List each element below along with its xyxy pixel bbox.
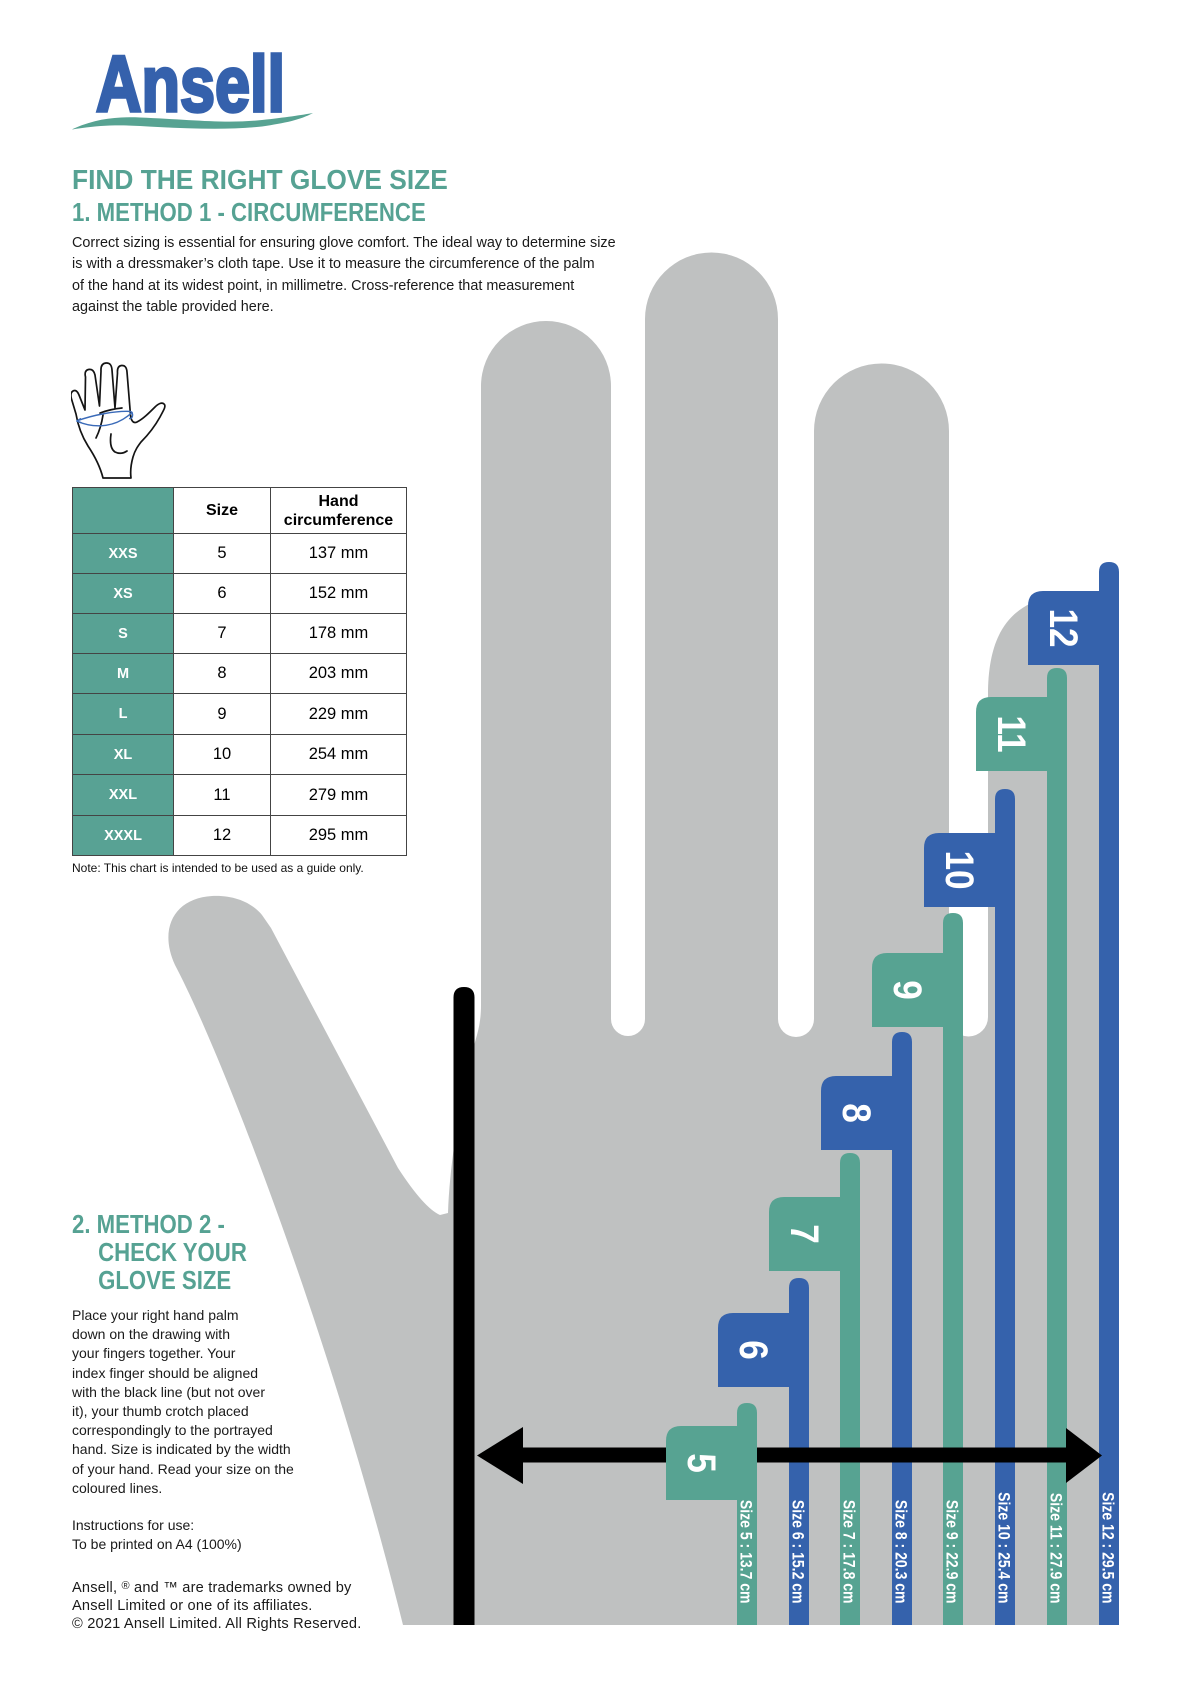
svg-text:Ansell: Ansell: [96, 40, 285, 128]
svg-text:10: 10: [938, 850, 983, 889]
svg-text:9: 9: [886, 980, 931, 1000]
svg-text:Size 9 : 22.9 cm: Size 9 : 22.9 cm: [942, 1500, 960, 1604]
svg-text:7: 7: [783, 1224, 828, 1244]
svg-text:Size 12 : 29.5 cm: Size 12 : 29.5 cm: [1098, 1492, 1116, 1603]
svg-text:Size 10 : 25.4 cm: Size 10 : 25.4 cm: [994, 1492, 1012, 1603]
svg-text:11: 11: [990, 715, 1035, 752]
svg-text:Size 5 : 13.7 cm: Size 5 : 13.7 cm: [736, 1500, 754, 1604]
svg-text:5: 5: [680, 1453, 725, 1473]
svg-text:6: 6: [732, 1340, 777, 1360]
svg-text:Size 6 : 15.2 cm: Size 6 : 15.2 cm: [788, 1500, 806, 1604]
svg-text:Size 7 : 17.8 cm: Size 7 : 17.8 cm: [839, 1500, 857, 1604]
svg-text:8: 8: [835, 1103, 880, 1123]
svg-text:12: 12: [1042, 608, 1087, 647]
svg-text:Size 8 : 20.3 cm: Size 8 : 20.3 cm: [891, 1500, 909, 1604]
svg-text:Size 11 : 27.9 cm: Size 11 : 27.9 cm: [1046, 1493, 1064, 1604]
